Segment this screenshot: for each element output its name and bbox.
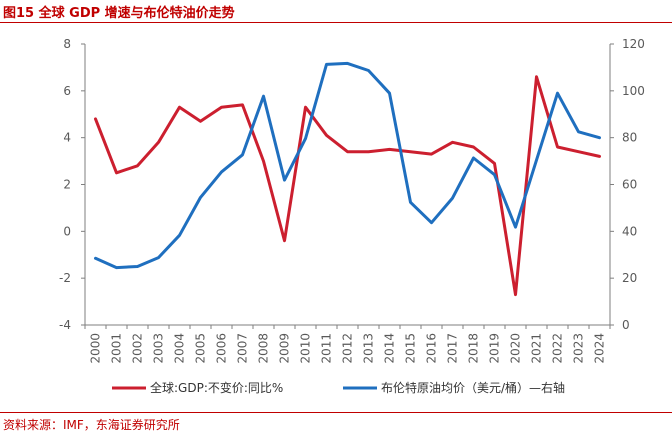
x-tick-label: 2021 xyxy=(530,333,544,364)
x-tick-label: 2014 xyxy=(383,333,397,364)
left-tick-label: 4 xyxy=(63,131,71,145)
chart-legend: 全球:GDP:不变价:同比% 布伦特原油均价（美元/桶）—右轴 xyxy=(112,380,565,395)
x-tick-label: 2016 xyxy=(425,333,439,364)
legend-label-brent: 布伦特原油均价（美元/桶）—右轴 xyxy=(381,380,565,395)
x-tick-label: 2020 xyxy=(509,333,523,364)
x-tick-label: 2002 xyxy=(131,333,145,364)
legend-label-gdp: 全球:GDP:不变价:同比% xyxy=(150,380,283,395)
brent-price-line xyxy=(94,61,601,270)
x-tick-label: 2009 xyxy=(278,333,292,364)
x-tick-label: 2015 xyxy=(404,333,418,364)
right-tick-label: 0 xyxy=(622,318,630,332)
right-tick-label: 100 xyxy=(622,84,645,98)
x-tick-label: 2024 xyxy=(593,333,607,364)
right-tick-label: 120 xyxy=(622,37,645,51)
right-tick-label: 80 xyxy=(622,131,637,145)
left-tick-label: 2 xyxy=(63,178,71,192)
x-tick-label: 2022 xyxy=(551,333,565,364)
x-tick-label: 2019 xyxy=(488,333,502,364)
source-divider xyxy=(0,412,672,413)
x-tick-label: 2011 xyxy=(320,333,334,364)
x-tick-label: 2018 xyxy=(467,333,481,364)
x-tick-label: 2004 xyxy=(173,333,187,364)
x-tick-label: 2000 xyxy=(89,333,103,364)
x-tick-label: 2005 xyxy=(194,333,208,364)
x-tick-label: 2008 xyxy=(257,333,271,364)
left-tick-label: 8 xyxy=(63,37,71,51)
left-tick-label: -2 xyxy=(59,271,71,285)
x-tick-label: 2003 xyxy=(152,333,166,364)
figure-title: 图15 全球 GDP 增速与布伦特油价走势 xyxy=(3,6,235,21)
x-tick-label: 2010 xyxy=(299,333,313,364)
right-tick-label: 60 xyxy=(622,178,637,192)
x-tick-label: 2007 xyxy=(236,333,250,364)
left-tick-label: 6 xyxy=(63,84,71,98)
x-tick-label: 2001 xyxy=(110,333,124,364)
title-divider xyxy=(0,22,672,23)
left-tick-label: -4 xyxy=(59,318,71,332)
gdp-growth-line xyxy=(94,75,601,297)
right-tick-label: 40 xyxy=(622,224,637,238)
chart-series xyxy=(94,61,601,297)
x-tick-label: 2023 xyxy=(572,333,586,364)
source-note: 资料来源：IMF，东海证券研究所 xyxy=(3,418,180,432)
x-tick-label: 2013 xyxy=(362,333,376,364)
left-tick-label: 0 xyxy=(63,224,71,238)
right-tick-label: 20 xyxy=(622,271,637,285)
x-tick-label: 2012 xyxy=(341,333,355,364)
x-tick-label: 2017 xyxy=(446,333,460,364)
x-tick-label: 2006 xyxy=(215,333,229,364)
